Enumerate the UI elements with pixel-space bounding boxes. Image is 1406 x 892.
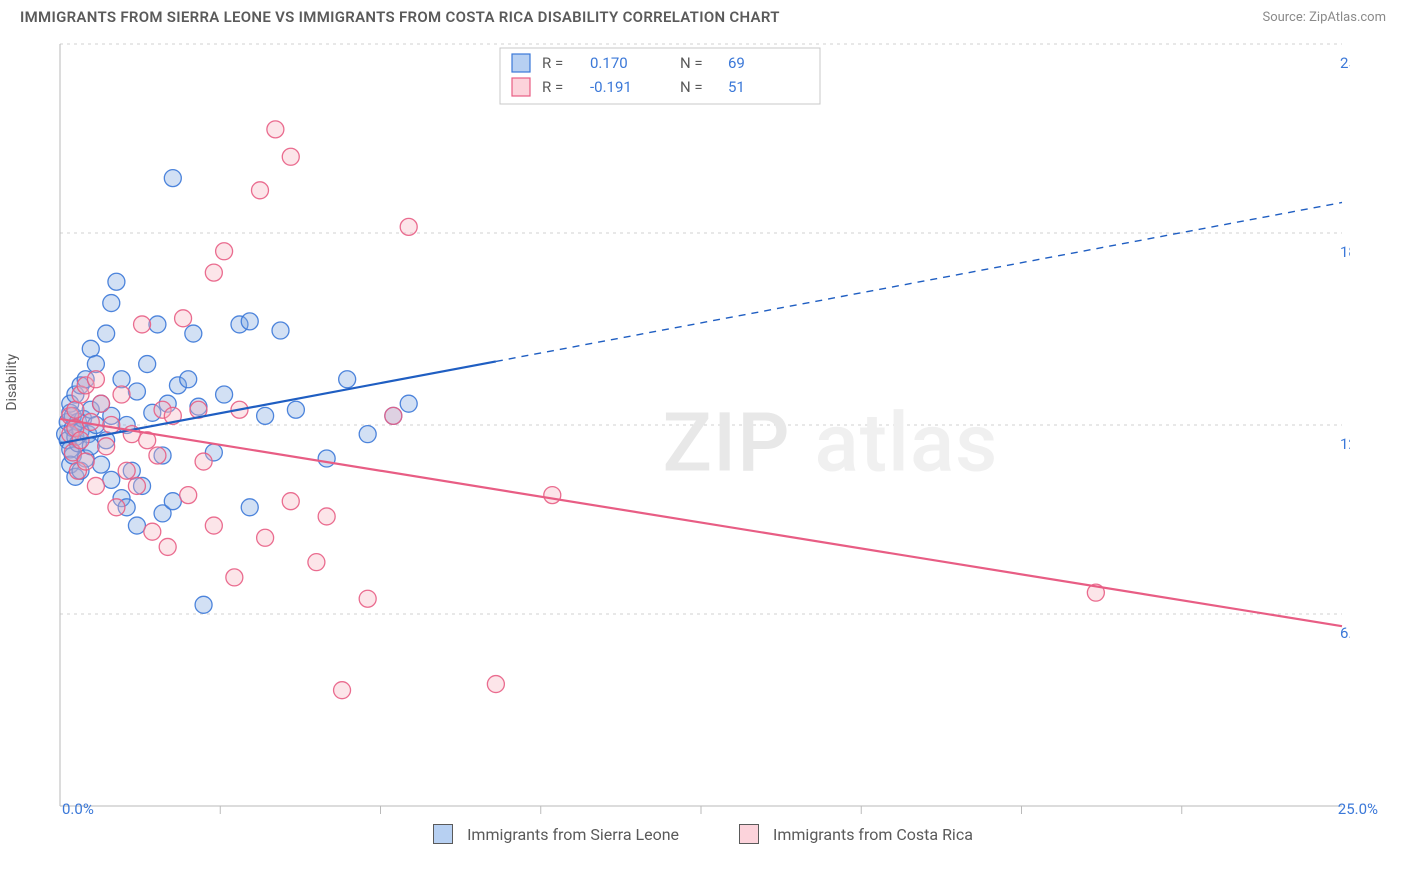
- svg-text:0.170: 0.170: [590, 54, 628, 72]
- correlation-scatter-chart: 6.3%12.5%18.8%25.0%ZIPatlasR =0.170N =69…: [20, 36, 1350, 826]
- legend-item-costa-rica: Immigrants from Costa Rica: [739, 824, 973, 844]
- source-label: Source: ZipAtlas.com: [1262, 10, 1386, 25]
- svg-text:69: 69: [728, 54, 745, 72]
- y-axis-label: Disability: [4, 354, 20, 411]
- svg-text:12.5%: 12.5%: [1340, 435, 1350, 453]
- svg-text:25.0%: 25.0%: [1340, 54, 1350, 72]
- x-max-label: 25.0%: [1338, 800, 1378, 818]
- svg-text:R =: R =: [542, 78, 563, 96]
- legend-item-sierra-leone: Immigrants from Sierra Leone: [433, 824, 679, 844]
- svg-text:N =: N =: [680, 78, 703, 96]
- legend-label: Immigrants from Costa Rica: [773, 825, 973, 844]
- svg-text:R =: R =: [542, 54, 563, 72]
- square-icon: [739, 824, 759, 844]
- legend: Immigrants from Sierra Leone Immigrants …: [0, 824, 1406, 844]
- chart-title: IMMIGRANTS FROM SIERRA LEONE VS IMMIGRAN…: [20, 8, 780, 26]
- svg-text:N =: N =: [680, 54, 703, 72]
- x-min-label: 0.0%: [62, 800, 94, 818]
- svg-text:18.8%: 18.8%: [1340, 243, 1350, 261]
- svg-text:-0.191: -0.191: [590, 78, 632, 96]
- legend-label: Immigrants from Sierra Leone: [467, 825, 679, 844]
- square-icon: [433, 824, 453, 844]
- svg-text:51: 51: [728, 78, 745, 96]
- x-axis-range: 0.0% 25.0%: [20, 800, 1386, 822]
- svg-text:atlas: atlas: [815, 396, 999, 492]
- svg-text:ZIP: ZIP: [663, 396, 791, 492]
